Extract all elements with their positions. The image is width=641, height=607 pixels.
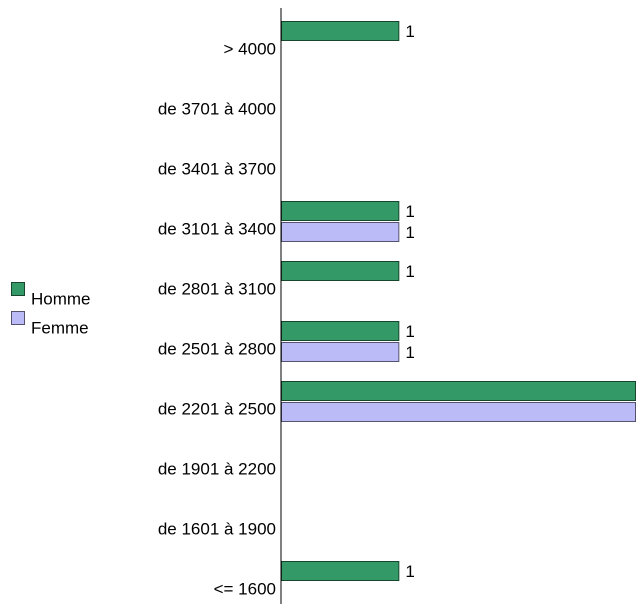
bar-homme [281, 201, 400, 221]
category-label: de 1901 à 2200 [158, 460, 276, 479]
category-label: de 3401 à 3700 [158, 160, 276, 179]
category-labels: > 4000 de 3701 à 4000 de 3401 à 3700 de 310… [158, 40, 276, 599]
category-label: de 3701 à 4000 [158, 100, 276, 119]
data-label-homme: 1 [405, 322, 414, 341]
bar-homme [281, 261, 400, 281]
bar-homme [281, 321, 400, 341]
bar-femme [281, 222, 400, 242]
data-label-femme: 1 [405, 223, 414, 242]
bar-homme [281, 381, 636, 401]
legend-swatch-femme [11, 311, 25, 325]
bar-femme [281, 402, 636, 422]
data-label-homme: 1 [405, 562, 414, 581]
data-label-homme: 1 [405, 262, 414, 281]
category-label: <= 1600 [214, 580, 276, 599]
category-label: de 3101 à 3400 [158, 220, 276, 239]
legend-label-femme: Femme [31, 319, 89, 338]
legend-swatch-homme [11, 282, 25, 296]
data-label-homme: 1 [405, 202, 414, 221]
category-label: > 4000 [224, 40, 276, 59]
category-label: de 1601 à 1900 [158, 520, 276, 539]
data-labels: 111111331 [405, 22, 414, 581]
legend: Homme Femme [11, 282, 91, 338]
bar-femme [281, 342, 400, 362]
category-label: de 2201 à 2500 [158, 400, 276, 419]
bar-homme [281, 561, 400, 581]
legend-label-homme: Homme [31, 290, 91, 309]
bar-homme [281, 21, 400, 41]
category-label: de 2801 à 3100 [158, 280, 276, 299]
data-label-homme: 1 [405, 22, 414, 41]
category-label: de 2501 à 2800 [158, 340, 276, 359]
data-label-femme: 1 [405, 343, 414, 362]
bars [281, 21, 636, 581]
